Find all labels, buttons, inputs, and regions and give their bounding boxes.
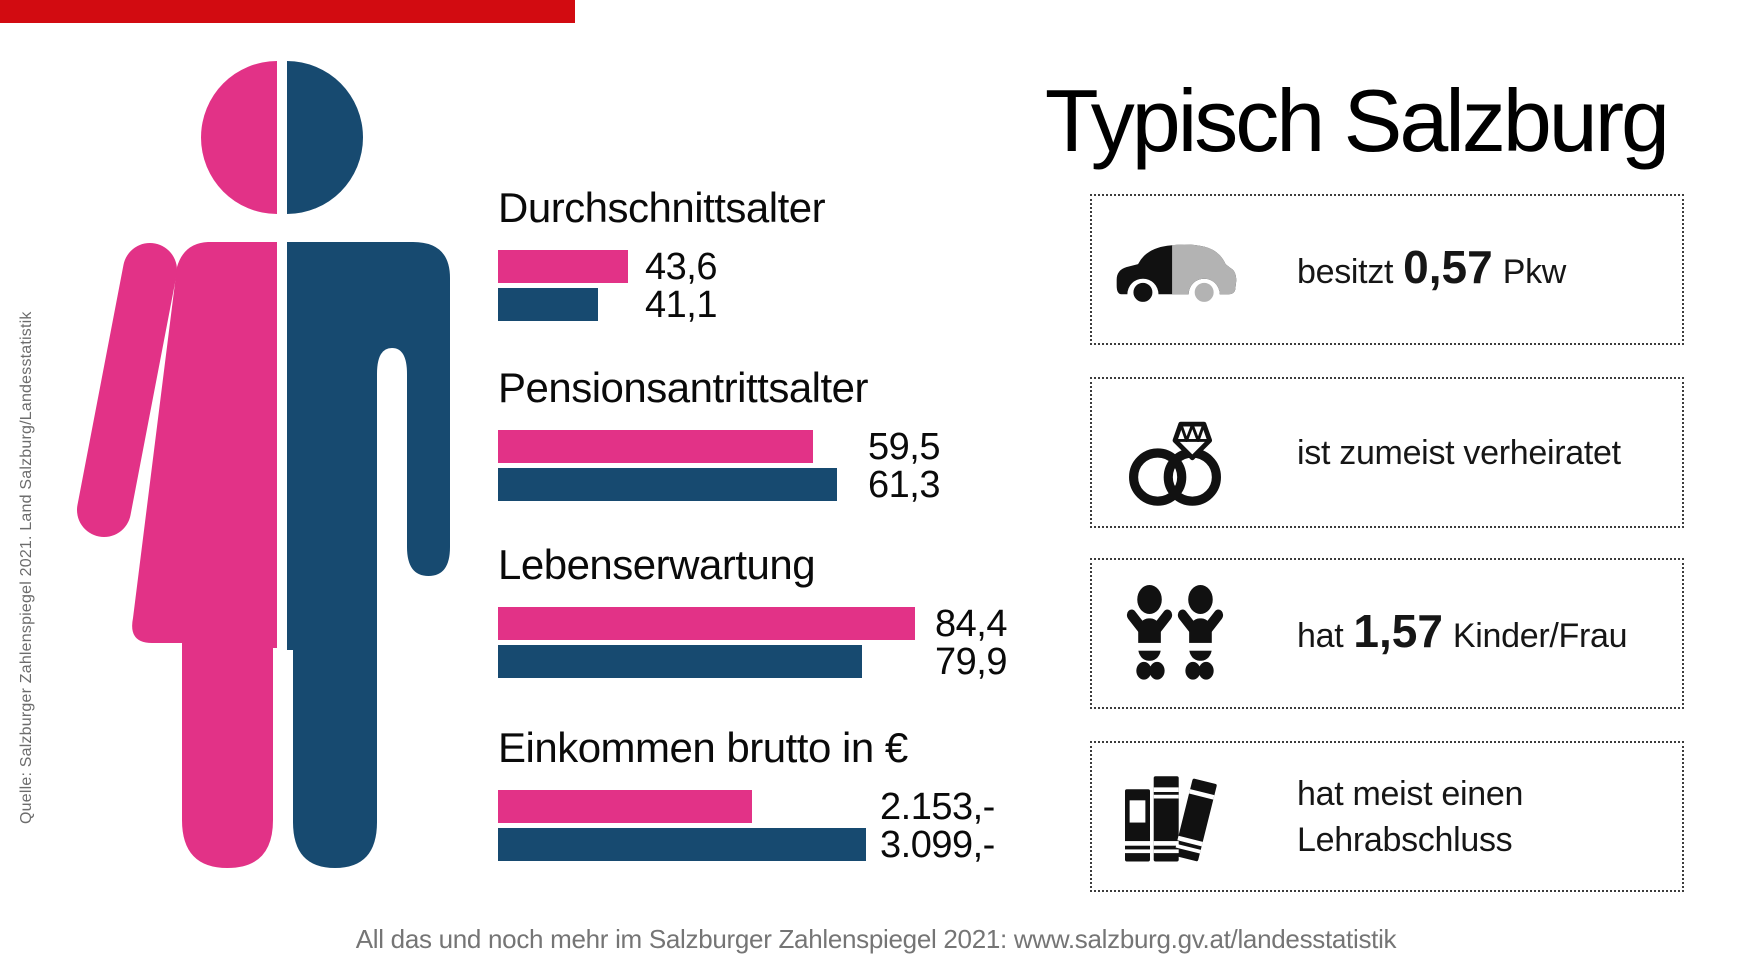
bar-row: 3.099,- bbox=[498, 824, 1058, 866]
bar-value: 59,5 bbox=[868, 426, 940, 468]
bar-row: 79,9 bbox=[498, 641, 1058, 683]
female-body-dress-leg bbox=[132, 242, 277, 868]
wedding-rings-icon bbox=[1128, 421, 1221, 506]
fact-box-education: hat meist einen Lehrabschluss bbox=[1090, 741, 1684, 892]
fact-box-car: besitzt 0,57 Pkw bbox=[1090, 194, 1684, 345]
fact-prefix: hat bbox=[1297, 617, 1344, 655]
bar-value: 2.153,- bbox=[880, 786, 995, 828]
bar-value: 79,9 bbox=[935, 641, 1007, 683]
bar-female bbox=[498, 430, 813, 463]
fact-label: ist zumeist verheiratet bbox=[1297, 433, 1621, 472]
bar-value: 41,1 bbox=[645, 284, 717, 326]
icon-slot bbox=[1092, 769, 1257, 865]
bar-row: 41,1 bbox=[498, 284, 1058, 326]
female-head bbox=[201, 61, 277, 214]
bar-row: 59,5 bbox=[498, 426, 1058, 468]
bar-row: 43,6 bbox=[498, 246, 1058, 288]
bar-male bbox=[498, 645, 862, 678]
icon-slot bbox=[1092, 584, 1257, 683]
bar-value: 84,4 bbox=[935, 603, 1007, 645]
red-accent-bar bbox=[0, 0, 575, 23]
fact-value: 0,57 bbox=[1403, 241, 1493, 293]
bar-value: 61,3 bbox=[868, 464, 940, 506]
group-label: Pensionsantrittsalter bbox=[498, 364, 869, 411]
bar-row: 84,4 bbox=[498, 603, 1058, 645]
fact-text: hat 1,57 Kinder/Frau bbox=[1297, 605, 1628, 659]
books-icon bbox=[1124, 775, 1217, 861]
fact-text: hat meist einen Lehrabschluss bbox=[1297, 771, 1523, 863]
ring-right bbox=[1163, 447, 1221, 506]
fact-line-2: Lehrabschluss bbox=[1297, 820, 1513, 859]
car-body-rear bbox=[1171, 243, 1236, 294]
fact-text: besitzt 0,57 Pkw bbox=[1297, 244, 1566, 295]
fact-box-married: ist zumeist verheiratet bbox=[1090, 377, 1684, 528]
male-leg bbox=[293, 640, 377, 868]
chart-group-durchschnittsalter: Durchschnittsalter 43,6 41,1 bbox=[498, 184, 1058, 326]
icon-slot bbox=[1092, 235, 1257, 305]
fact-suffix: Kinder/Frau bbox=[1452, 617, 1628, 655]
bar-male bbox=[498, 468, 837, 501]
icon-slot bbox=[1092, 400, 1257, 506]
fact-prefix: besitzt bbox=[1297, 253, 1394, 291]
bar-male bbox=[498, 828, 866, 861]
female-arm bbox=[77, 243, 177, 537]
male-torso-arm bbox=[287, 242, 450, 650]
fact-box-children: hat 1,57 Kinder/Frau bbox=[1090, 558, 1684, 709]
bar-row: 2.153,- bbox=[498, 786, 1058, 828]
bar-row: 61,3 bbox=[498, 464, 1058, 506]
bar-female bbox=[498, 790, 752, 823]
ring-left bbox=[1128, 447, 1186, 506]
female-male-figure bbox=[77, 61, 450, 868]
car-front-wheel bbox=[1129, 278, 1156, 305]
female-half bbox=[77, 61, 277, 868]
male-half bbox=[287, 61, 450, 868]
bar-value: 3.099,- bbox=[880, 824, 995, 866]
source-note: Quelle: Salzburger Zahlenspiegel 2021. L… bbox=[18, 311, 35, 824]
bar-female bbox=[498, 250, 628, 283]
bar-value: 43,6 bbox=[645, 246, 717, 288]
group-label: Einkommen brutto in € bbox=[498, 724, 908, 771]
bar-male bbox=[498, 288, 598, 321]
bar-chart: Durchschnittsalter 43,6 41,1 Pensionsant… bbox=[498, 0, 1058, 975]
fact-suffix: Pkw bbox=[1502, 253, 1567, 291]
chart-group-pensionsantrittsalter: Pensionsantrittsalter 59,5 61,3 bbox=[498, 364, 1058, 506]
fact-value: 1,57 bbox=[1353, 605, 1443, 657]
fact-line-1: hat meist einen bbox=[1297, 774, 1524, 813]
fact-text: ist zumeist verheiratet bbox=[1297, 430, 1621, 476]
bar-female bbox=[498, 607, 915, 640]
group-label: Durchschnittsalter bbox=[498, 184, 826, 231]
group-label: Lebenserwartung bbox=[498, 541, 816, 588]
male-head bbox=[287, 61, 363, 214]
page-title: Typisch Salzburg bbox=[1044, 71, 1670, 170]
chart-group-lebenserwartung: Lebenserwartung 84,4 79,9 bbox=[498, 541, 1058, 683]
car-rear-wheel bbox=[1190, 278, 1217, 305]
children-icon bbox=[1126, 584, 1225, 683]
footer-note: All das und noch mehr im Salzburger Zahl… bbox=[355, 924, 1397, 954]
car-icon bbox=[1116, 243, 1236, 305]
chart-group-einkommen: Einkommen brutto in € 2.153,- 3.099,- bbox=[498, 724, 1058, 866]
